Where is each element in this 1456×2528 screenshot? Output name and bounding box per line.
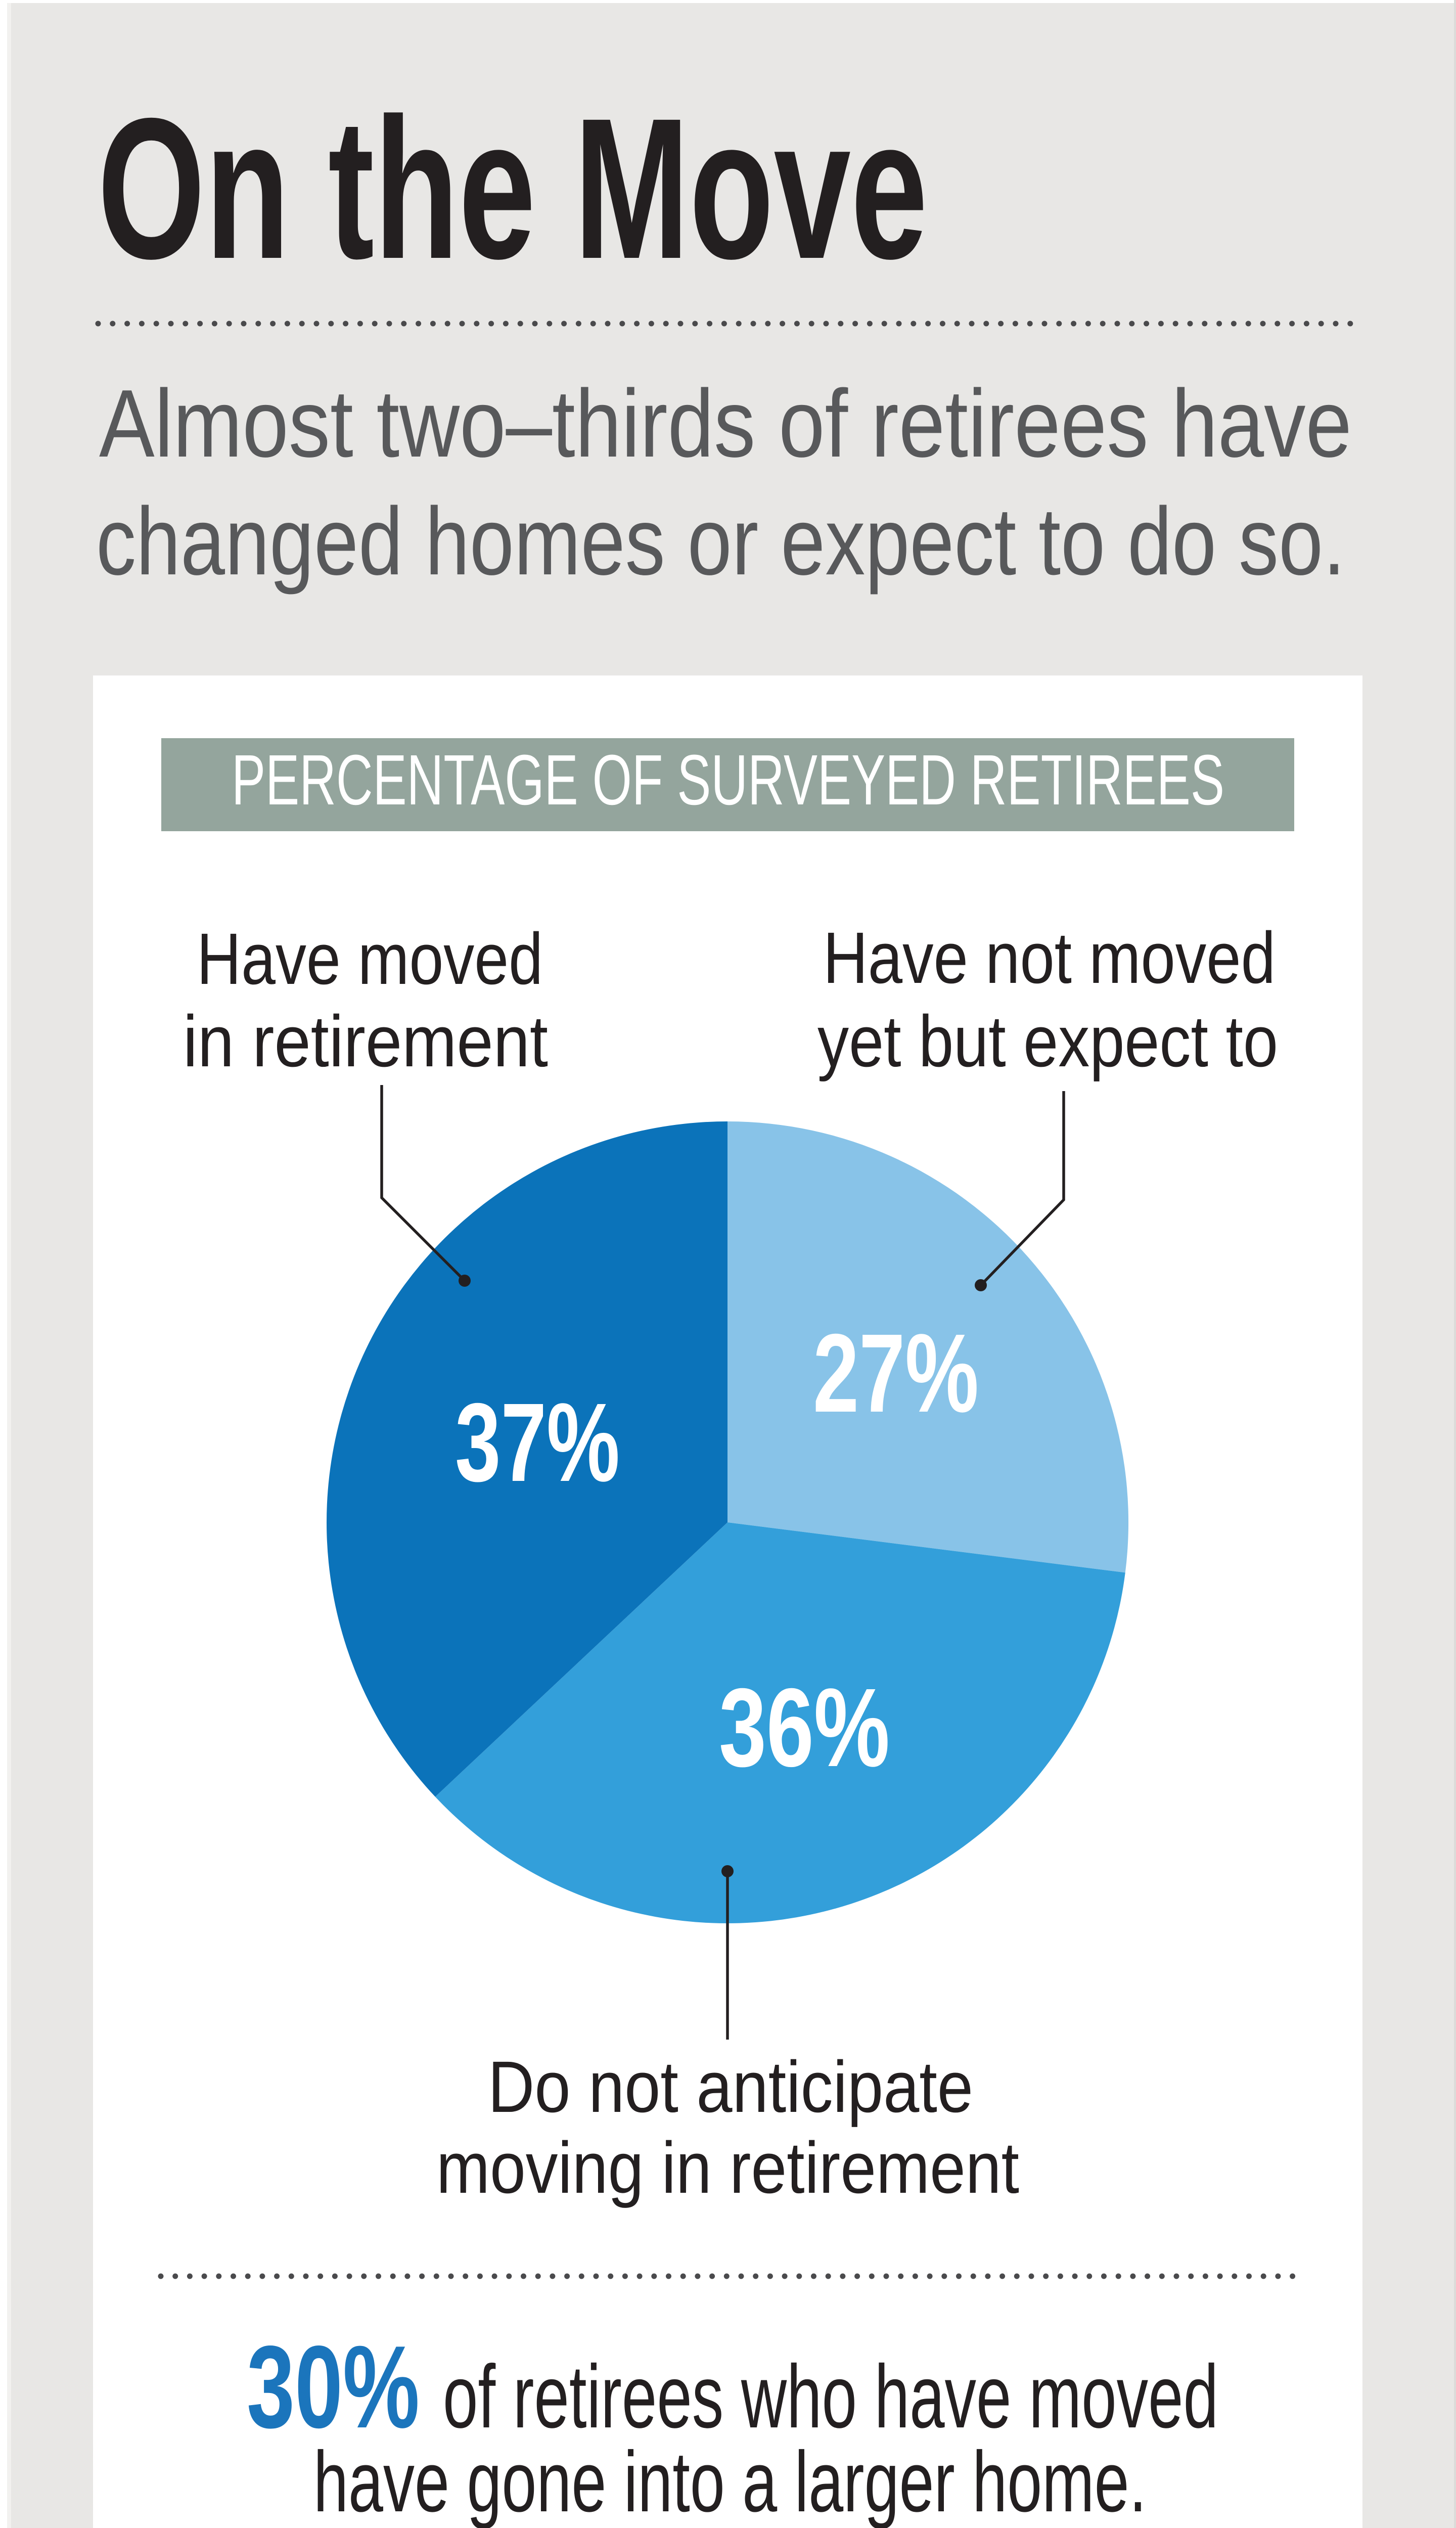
svg-text:moving in retirement: moving in retirement	[436, 2127, 1019, 2208]
svg-text:of retirees who have moved: of retirees who have moved	[443, 2346, 1218, 2447]
svg-text:36%: 36%	[719, 1665, 890, 1790]
svg-text:changed homes or expect to do: changed homes or expect to do so.	[96, 488, 1345, 595]
svg-text:PERCENTAGE OF SURVEYED RETIREE: PERCENTAGE OF SURVEYED RETIREES	[232, 740, 1224, 820]
svg-text:30%: 30%	[247, 2322, 420, 2453]
svg-text:in retirement: in retirement	[183, 1001, 548, 1082]
svg-text:Almost two–thirds of retirees: Almost two–thirds of retirees have	[99, 370, 1352, 477]
svg-text:Do not anticipate: Do not anticipate	[488, 2046, 973, 2128]
svg-text:Have not moved: Have not moved	[823, 917, 1276, 999]
svg-text:have gone into a larger home.: have gone into a larger home.	[313, 2434, 1147, 2528]
svg-text:Have moved: Have moved	[197, 918, 543, 1000]
svg-text:27%: 27%	[813, 1311, 979, 1435]
svg-text:On the Move: On the Move	[98, 77, 928, 301]
svg-text:yet but expect to: yet but expect to	[817, 1001, 1278, 1082]
svg-text:37%: 37%	[455, 1380, 620, 1505]
